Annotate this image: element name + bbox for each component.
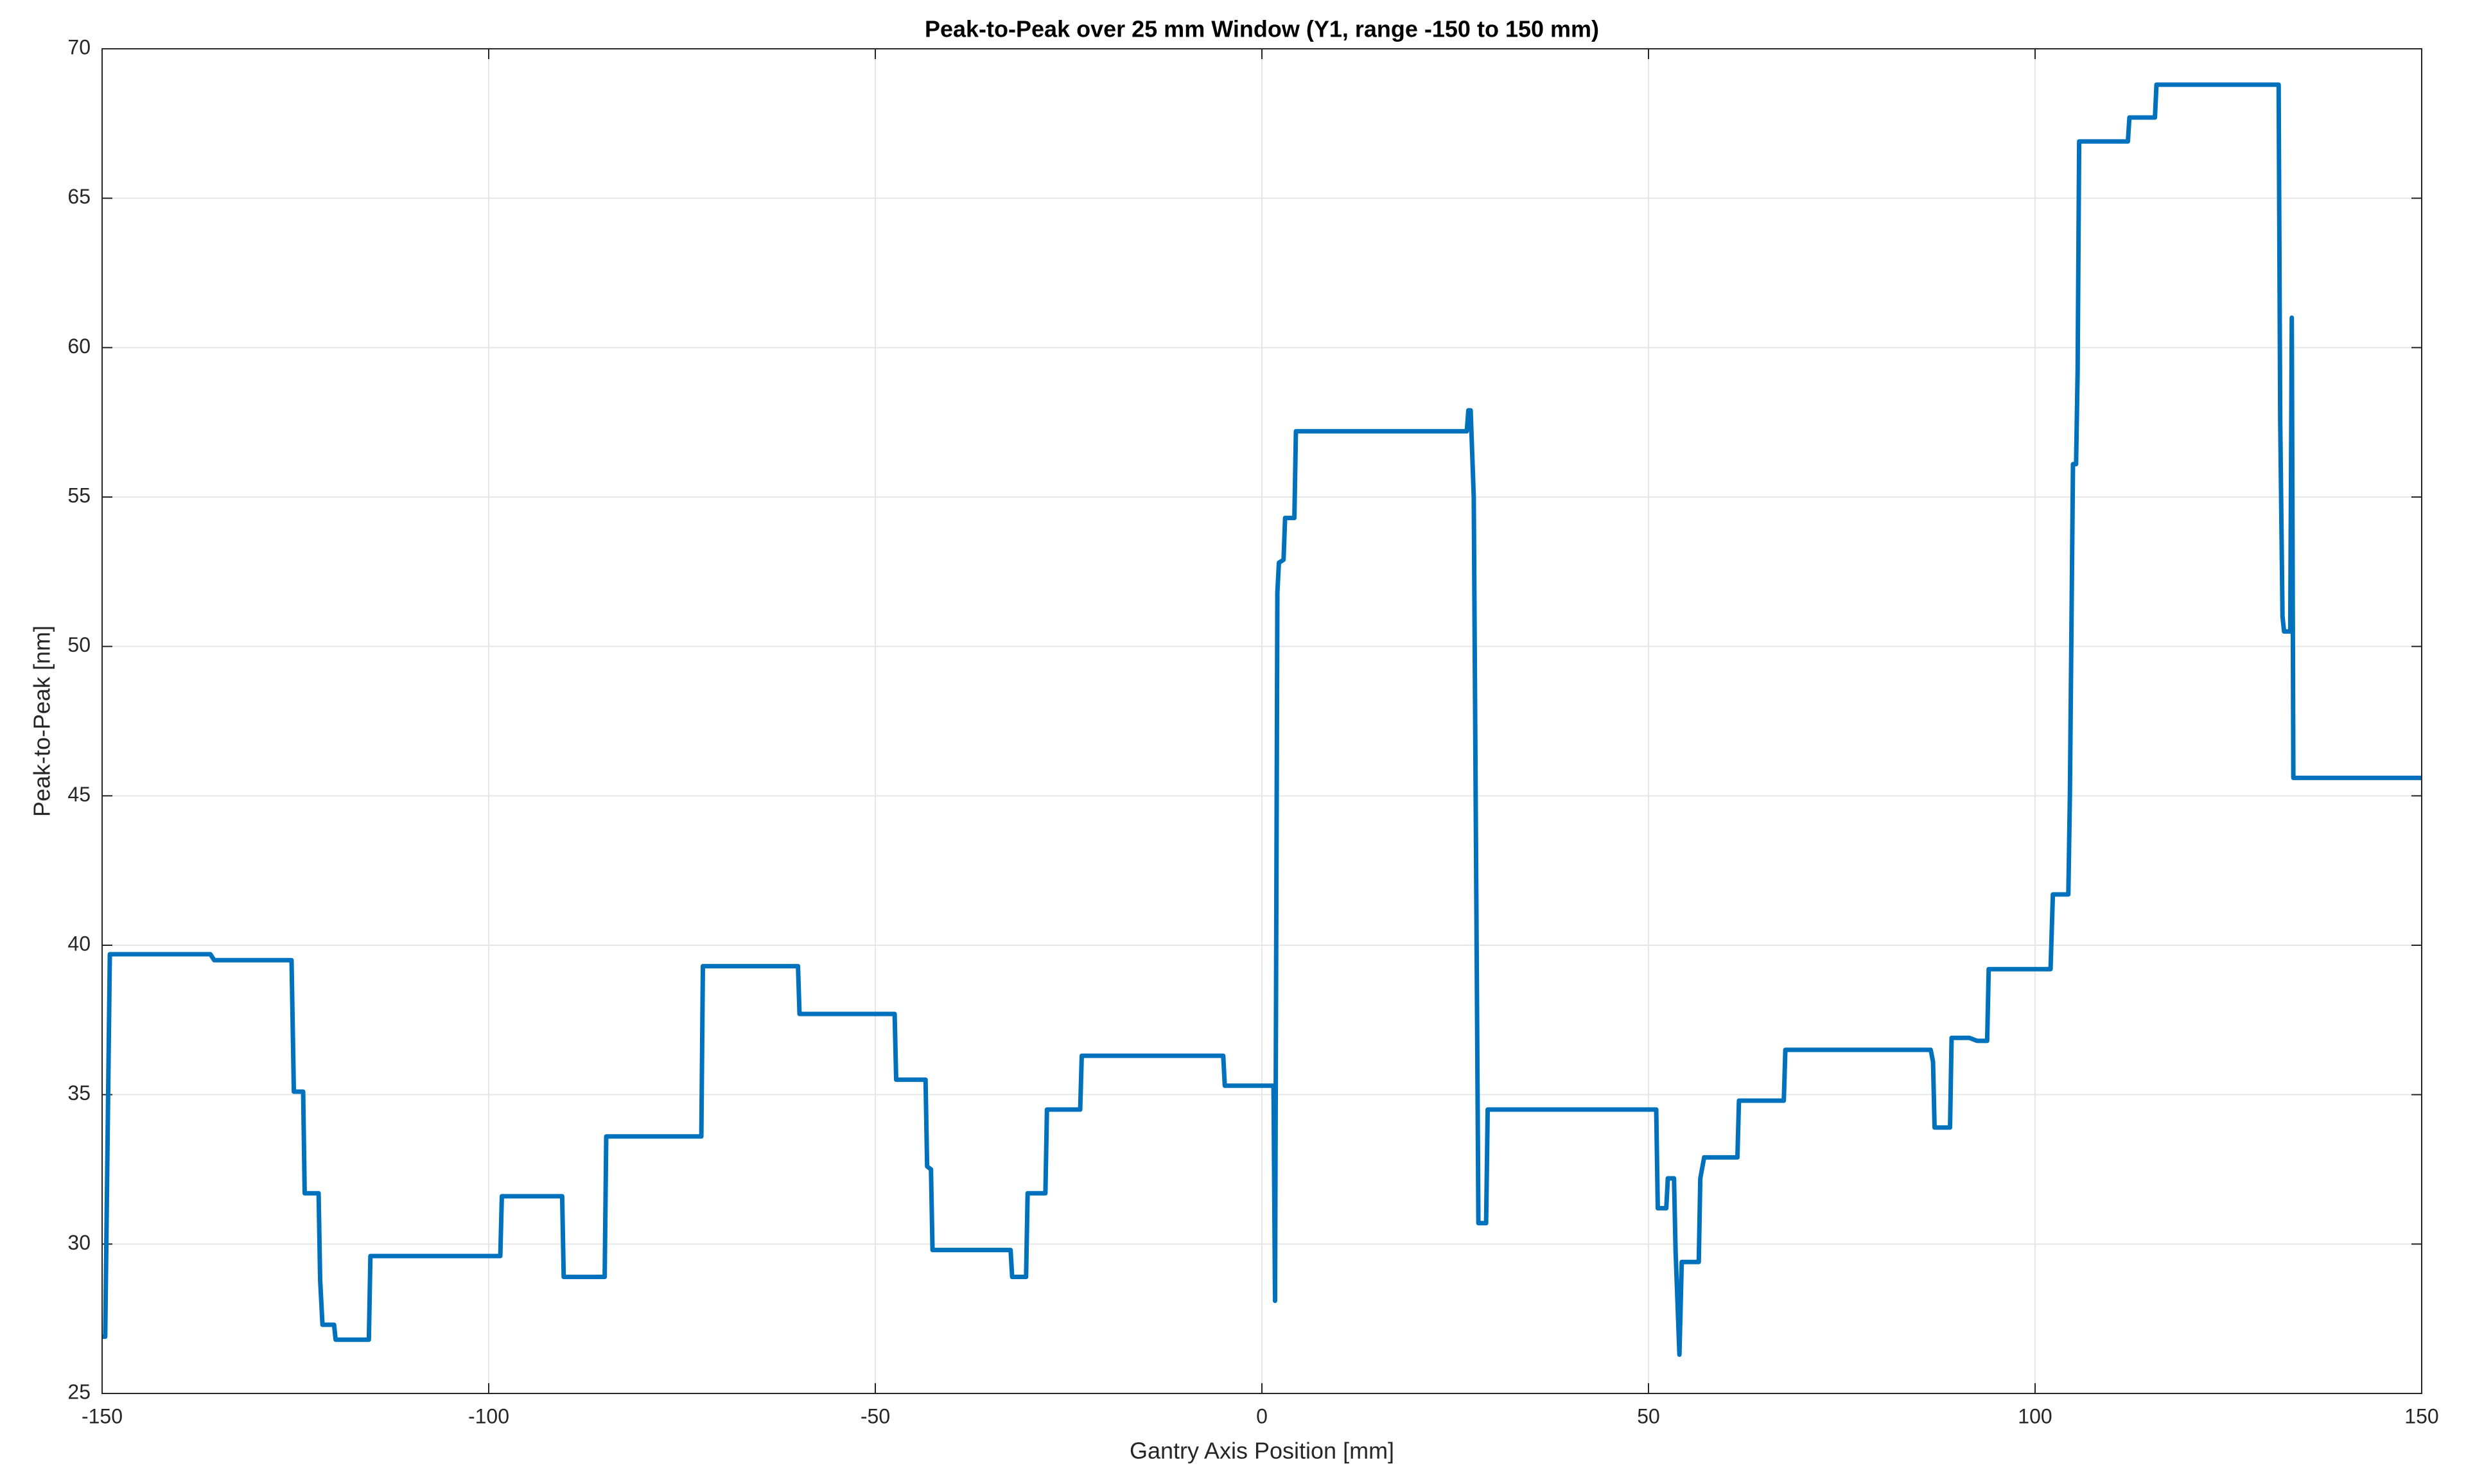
x-tick-label: -150 [82, 1404, 123, 1427]
x-tick-label: 0 [1256, 1404, 1268, 1427]
x-axis-label: Gantry Axis Position [mm] [1130, 1438, 1394, 1464]
y-tick-label: 60 [67, 335, 91, 358]
y-tick-label: 45 [67, 783, 91, 806]
y-tick-label: 30 [67, 1231, 91, 1254]
x-tick-label: 50 [1637, 1404, 1660, 1427]
y-tick-label: 25 [67, 1380, 91, 1403]
y-tick-label: 40 [67, 932, 91, 955]
x-tick-label: 150 [2404, 1404, 2438, 1427]
data-line [102, 82, 2422, 1357]
y-axis-label: Peak-to-Peak [nm] [29, 625, 55, 817]
x-tick-label: 100 [2018, 1404, 2052, 1427]
y-tick-label: 70 [67, 35, 91, 58]
y-tick-label: 35 [67, 1081, 91, 1104]
x-tick-label: -100 [468, 1404, 509, 1427]
x-tick-label: -50 [861, 1404, 890, 1427]
y-tick-label: 50 [67, 633, 91, 656]
chart-title: Peak-to-Peak over 25 mm Window (Y1, rang… [925, 16, 1599, 42]
y-tick-label: 55 [67, 484, 91, 507]
axes-box [101, 48, 2422, 1394]
y-tick-label: 65 [67, 185, 91, 208]
